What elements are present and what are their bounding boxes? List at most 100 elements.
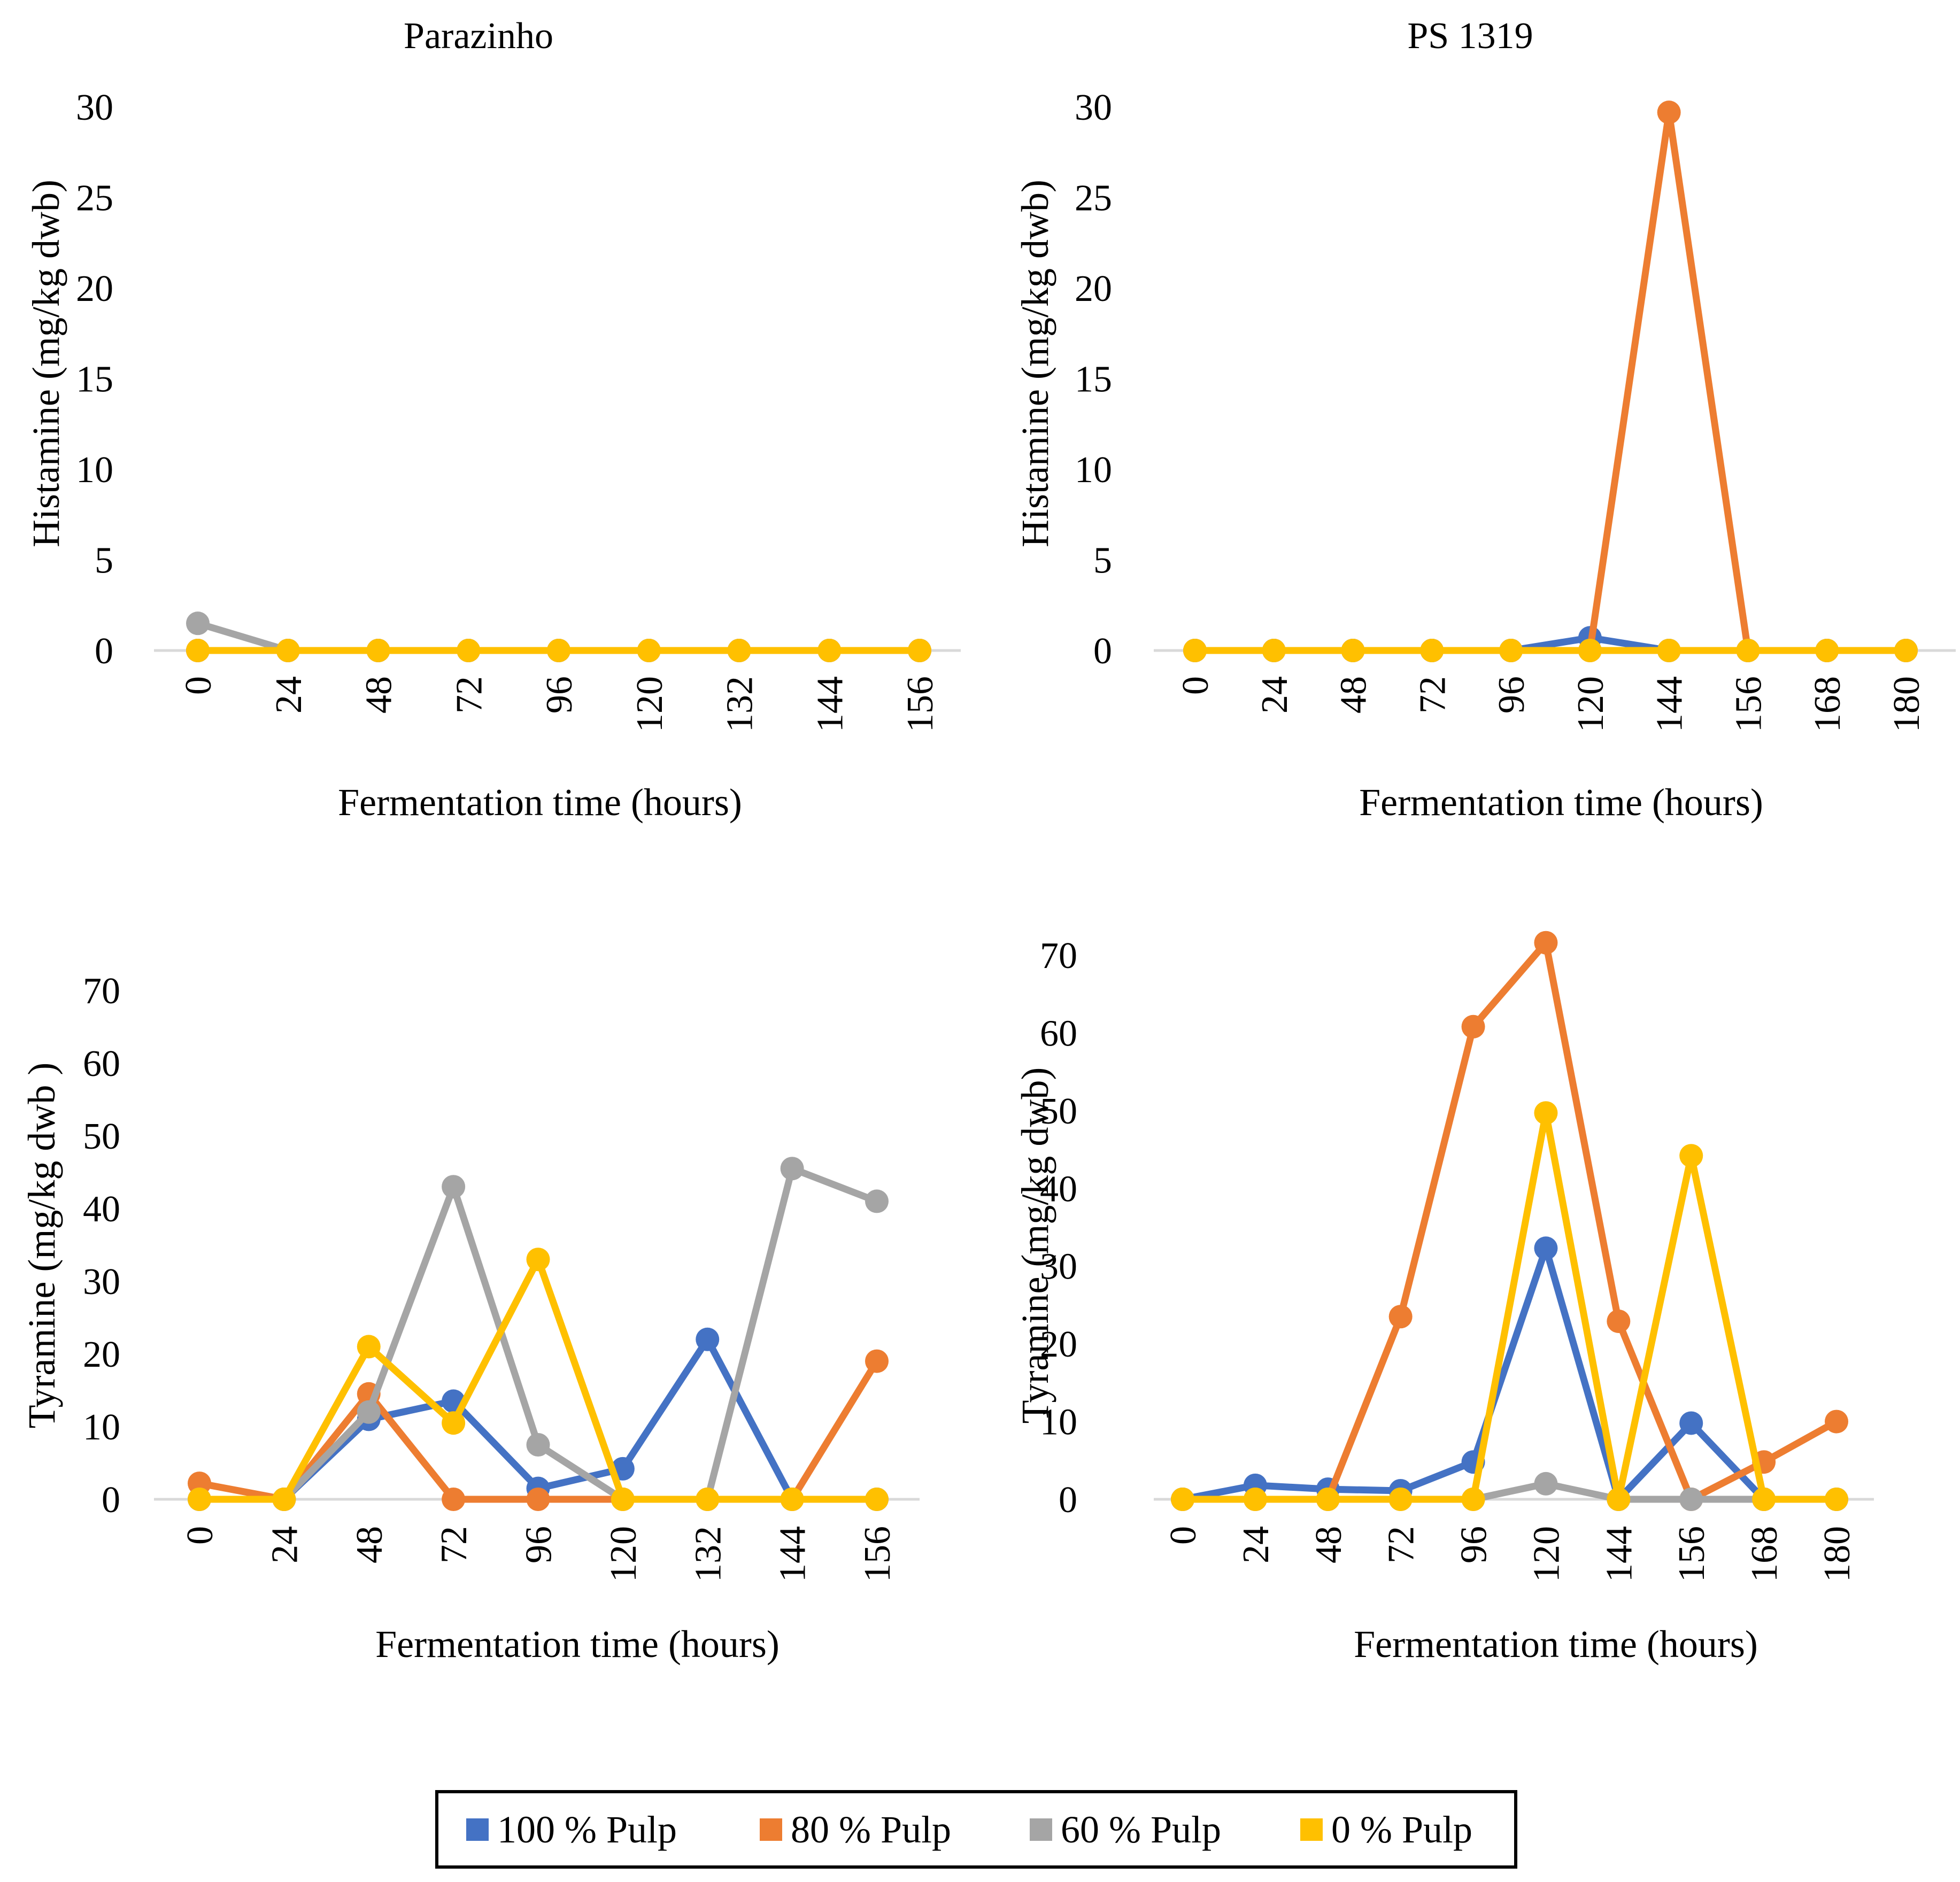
y-tick-label: 40 bbox=[83, 1189, 120, 1230]
chart-title: Parazinho bbox=[404, 16, 553, 57]
data-point bbox=[276, 639, 300, 662]
y-tick-label: 10 bbox=[1040, 1402, 1077, 1443]
chart-histamine-parazinho: Parazinho Histamine (mg/kg dwb) Fermentati… bbox=[25, 16, 961, 824]
data-point bbox=[1534, 1471, 1558, 1496]
x-tick-label: 120 bbox=[1570, 676, 1611, 732]
data-point bbox=[366, 639, 390, 662]
legend: 100 % Pulp 80 % Pulp 60 % Pulp 0 % Pulp bbox=[435, 1790, 1517, 1869]
x-tick-label: 144 bbox=[1649, 676, 1691, 732]
x-tick-label: 144 bbox=[809, 676, 851, 732]
data-point bbox=[1534, 1236, 1558, 1260]
y-axis-label: Histamine (mg/kg dwb) bbox=[1014, 180, 1056, 547]
data-point bbox=[357, 1400, 381, 1424]
x-tick-label: 48 bbox=[1333, 676, 1375, 714]
data-point bbox=[357, 1335, 381, 1359]
x-tick-label: 72 bbox=[449, 676, 490, 714]
x-tick-label: 96 bbox=[519, 1526, 560, 1563]
data-point bbox=[1607, 1488, 1631, 1511]
data-point bbox=[547, 639, 570, 662]
y-tick-label: 0 bbox=[1093, 631, 1112, 672]
data-point bbox=[272, 1488, 296, 1511]
series-line bbox=[1179, 1112, 1840, 1503]
data-point bbox=[865, 1189, 889, 1213]
x-tick-label: 0 bbox=[180, 1526, 221, 1545]
chart-title: PS 1319 bbox=[1407, 16, 1533, 57]
x-tick-label: 72 bbox=[434, 1526, 475, 1563]
y-tick-label: 0 bbox=[95, 631, 113, 672]
data-point bbox=[442, 1488, 466, 1511]
y-tick-label: 70 bbox=[83, 971, 120, 1012]
charts-area: Parazinho Histamine (mg/kg dwb) Fermentati… bbox=[20, 16, 1956, 1666]
data-point bbox=[1736, 639, 1760, 662]
data-point bbox=[1243, 1488, 1267, 1511]
data-point bbox=[1341, 639, 1365, 662]
y-tick-label: 50 bbox=[83, 1116, 120, 1157]
y-axis-label: Tyramine (mg/kg dwb ) bbox=[20, 1063, 63, 1429]
x-tick-label: 156 bbox=[1728, 676, 1769, 732]
data-point bbox=[817, 639, 842, 662]
x-tick-label: 24 bbox=[1236, 1526, 1277, 1563]
data-point bbox=[1815, 639, 1839, 662]
legend-swatch-100-pulp bbox=[466, 1818, 489, 1841]
data-point bbox=[1420, 639, 1444, 662]
data-point bbox=[526, 1248, 550, 1272]
data-point bbox=[188, 1488, 211, 1511]
legend-label-60-pulp: 60 % Pulp bbox=[1061, 1808, 1221, 1851]
data-point bbox=[1679, 1488, 1703, 1511]
y-tick-label: 5 bbox=[1093, 540, 1112, 582]
y-tick-label: 20 bbox=[83, 1334, 120, 1375]
x-tick-label: 96 bbox=[539, 676, 580, 714]
chart-tyramine-ps1319: Tyramine (mg/kg dwb) Fermentation time (h… bbox=[1014, 931, 1874, 1666]
y-tick-label: 20 bbox=[1040, 1324, 1077, 1365]
data-point bbox=[526, 1488, 550, 1511]
x-tick-label: 24 bbox=[1254, 676, 1295, 714]
data-point bbox=[1679, 1144, 1703, 1168]
legend-swatch-0-pulp bbox=[1300, 1818, 1323, 1841]
data-point bbox=[1825, 1409, 1848, 1434]
y-tick-label: 40 bbox=[1040, 1168, 1077, 1210]
chart-tyramine-parazinho: Tyramine (mg/kg dwb ) Fermentation time (… bbox=[20, 971, 920, 1666]
x-tick-label: 48 bbox=[349, 1526, 390, 1563]
y-tick-label: 30 bbox=[76, 87, 113, 128]
data-point bbox=[1679, 1411, 1703, 1435]
y-tick-label: 30 bbox=[83, 1261, 120, 1303]
data-point bbox=[1183, 639, 1207, 662]
x-tick-label: 168 bbox=[1807, 676, 1848, 732]
series-line bbox=[1179, 935, 1840, 1505]
data-point bbox=[457, 639, 481, 662]
data-point bbox=[1534, 931, 1558, 955]
x-tick-label: 96 bbox=[1491, 676, 1532, 714]
data-point bbox=[865, 1349, 889, 1373]
x-tick-label: 120 bbox=[1526, 1526, 1567, 1582]
legend-label-80-pulp: 80 % Pulp bbox=[791, 1808, 951, 1851]
series-line bbox=[1179, 1236, 1840, 1506]
y-tick-label: 25 bbox=[76, 178, 113, 219]
y-tick-label: 20 bbox=[76, 268, 113, 309]
data-point bbox=[865, 1488, 889, 1511]
y-axis-label: Tyramine (mg/kg dwb) bbox=[1014, 1067, 1056, 1424]
y-tick-label: 25 bbox=[1075, 178, 1112, 219]
data-point bbox=[696, 1488, 720, 1511]
chart-histamine-ps1319: PS 1319 Histamine (mg/kg dwb) Fermentation… bbox=[1014, 16, 1956, 824]
data-point bbox=[780, 1488, 804, 1511]
data-point bbox=[1534, 1101, 1558, 1125]
x-tick-label: 72 bbox=[1381, 1526, 1422, 1563]
y-axis-label: Histamine (mg/kg dwb) bbox=[25, 180, 67, 547]
legend-label-100-pulp: 100 % Pulp bbox=[497, 1808, 677, 1851]
data-point bbox=[1461, 1488, 1485, 1511]
data-point bbox=[1171, 1488, 1194, 1511]
x-tick-label: 96 bbox=[1454, 1526, 1495, 1563]
data-point bbox=[1607, 1309, 1631, 1333]
y-tick-label: 0 bbox=[1059, 1480, 1077, 1521]
data-point bbox=[696, 1327, 720, 1351]
y-tick-label: 15 bbox=[76, 359, 113, 400]
y-tick-label: 10 bbox=[83, 1407, 120, 1448]
x-tick-label: 144 bbox=[773, 1526, 814, 1582]
x-tick-label: 120 bbox=[603, 1526, 644, 1582]
legend-swatch-60-pulp bbox=[1030, 1818, 1052, 1841]
x-axis-label: Fermentation time (hours) bbox=[1354, 1623, 1758, 1666]
y-tick-label: 20 bbox=[1075, 268, 1112, 309]
series-80-pulp bbox=[1183, 100, 1918, 662]
data-point bbox=[1262, 639, 1286, 662]
